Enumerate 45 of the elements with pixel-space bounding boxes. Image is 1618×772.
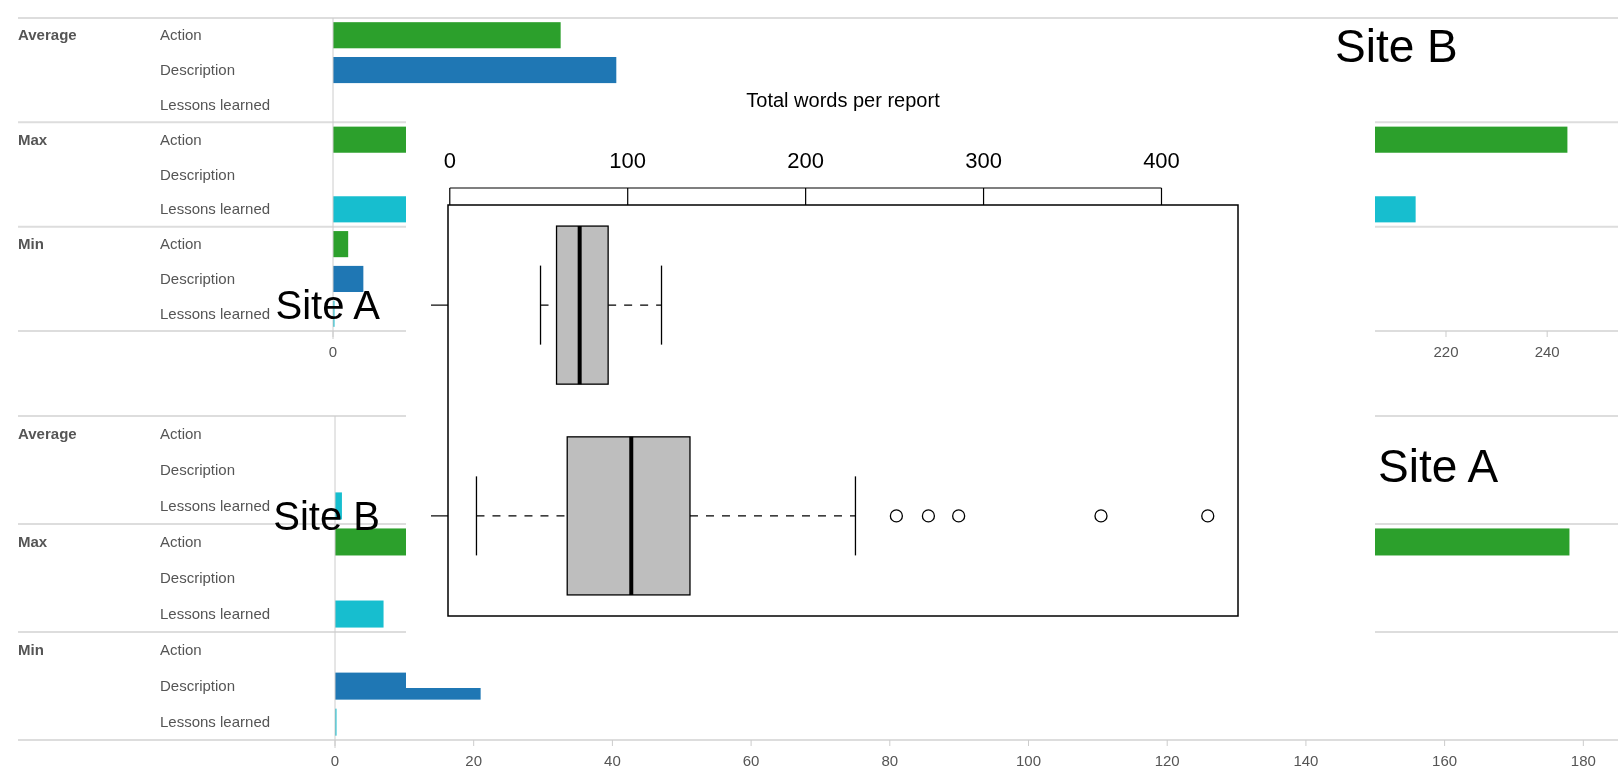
y-tick-label: Lessons learned bbox=[160, 200, 271, 218]
y-tick-label: Action bbox=[160, 424, 202, 442]
x-tick-label: 100 bbox=[1016, 752, 1042, 769]
y-tick-label: Lessons learned bbox=[160, 713, 271, 731]
y-tick-label: Lessons learned bbox=[160, 605, 271, 623]
x-tick-label: 300 bbox=[965, 148, 1002, 173]
x-tick-label: 0 bbox=[443, 148, 456, 173]
x-tick-label: 60 bbox=[742, 752, 760, 769]
chart-title: Site B bbox=[1335, 20, 1458, 72]
y-tick-label: Lessons learned bbox=[160, 496, 271, 514]
text: Average bbox=[18, 26, 77, 44]
y-tick-label: Description bbox=[160, 569, 236, 586]
x-tick-label: 0 bbox=[328, 343, 338, 360]
text: Max bbox=[18, 130, 48, 148]
x-tick-label: 240 bbox=[1534, 343, 1560, 360]
x-tick-label: 200 bbox=[787, 148, 824, 173]
x-tick-label: 140 bbox=[1293, 752, 1319, 769]
x-tick-label: 220 bbox=[1433, 343, 1459, 360]
y-tick-label: Description bbox=[160, 677, 236, 695]
y-tick-label: Action bbox=[160, 130, 202, 148]
text: Min bbox=[18, 641, 44, 658]
y-tick-label: Action bbox=[160, 641, 202, 659]
x-axis-title: Total words per report bbox=[746, 89, 941, 111]
y-tick-label: Lessons learned bbox=[160, 304, 271, 322]
y-tick-label: Description bbox=[160, 61, 236, 79]
x-tick-label: 100 bbox=[609, 148, 647, 173]
y-tick-label: Description bbox=[160, 165, 236, 183]
x-tick-label: 0 bbox=[330, 752, 340, 769]
x-tick-label: 20 bbox=[465, 752, 483, 769]
x-tick-label: 40 bbox=[604, 752, 621, 769]
x-tick-label: 400 bbox=[1143, 148, 1180, 173]
y-tick-label: Action bbox=[160, 26, 202, 44]
y-tick-label: Description bbox=[160, 460, 236, 478]
y-tick-label: Action bbox=[160, 235, 202, 253]
y-tick-label: Description bbox=[160, 269, 236, 287]
text: Average bbox=[18, 425, 77, 442]
text: Site A bbox=[1378, 440, 1499, 492]
y-tick-label: Action bbox=[160, 532, 202, 550]
text: Min bbox=[18, 235, 44, 253]
x-tick-label: 160 bbox=[1432, 752, 1458, 769]
x-tick-label: 120 bbox=[1154, 752, 1180, 769]
x-tick-label: 180 bbox=[1570, 752, 1596, 769]
text: Max bbox=[18, 533, 48, 550]
x-tick-label: 80 bbox=[881, 752, 899, 769]
y-tick-label: Lessons learned bbox=[160, 95, 271, 113]
